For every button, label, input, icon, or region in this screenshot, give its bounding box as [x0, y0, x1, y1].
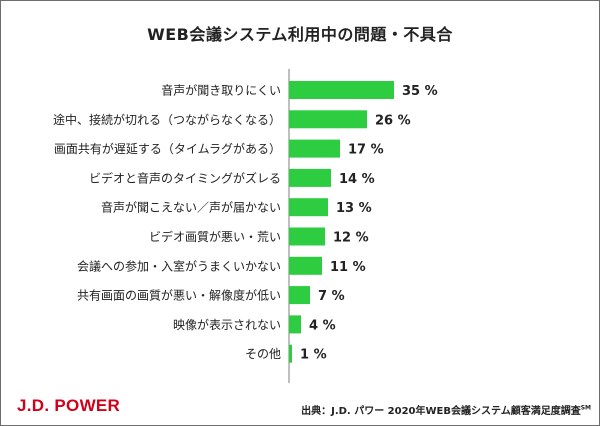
value-label: 26 % — [375, 113, 411, 128]
category-label: 音声が聞き取りにくい — [161, 83, 281, 98]
bar — [289, 344, 292, 363]
category-label: ビデオと音声のタイミングがズレる — [89, 170, 281, 185]
bar — [289, 256, 322, 275]
bar — [289, 168, 331, 187]
service-mark: SM — [580, 404, 591, 412]
bar — [289, 227, 325, 246]
category-label: 共有画面の画質が悪い・解像度が低い — [77, 288, 281, 303]
value-label: 4 % — [309, 318, 336, 333]
category-label: 画面共有が遅延する（タイムラグがある） — [54, 141, 281, 156]
bar — [289, 81, 394, 99]
bar — [289, 315, 301, 334]
category-label: その他 — [245, 347, 281, 361]
bar — [289, 198, 328, 217]
chart-title: WEB会議システム利用中の問題・不具合 — [147, 25, 453, 44]
value-label: 13 % — [336, 201, 372, 216]
category-label: 映像が表示されない — [173, 317, 281, 332]
source-note: 出典：J.D. パワー 2020年WEB会議システム顧客満足度調査SM — [301, 402, 591, 417]
category-label: 会議への参加・入室がうまくいかない — [77, 258, 281, 273]
value-label: 11 % — [330, 260, 366, 275]
value-label: 12 % — [333, 231, 369, 246]
bar — [289, 110, 367, 129]
value-label: 7 % — [318, 289, 345, 304]
value-label: 14 % — [339, 172, 375, 187]
category-label: 途中、接続が切れる（つながらなくなる） — [53, 112, 281, 127]
jd-power-logo: J.D. POWER — [17, 396, 121, 415]
value-label: 17 % — [348, 143, 384, 158]
value-label: 35 % — [402, 84, 438, 99]
value-label: 1 % — [300, 348, 327, 363]
category-label: 音声が聞こえない／声が届かない — [101, 200, 281, 215]
source-text: 出典：J.D. パワー 2020年WEB会議システム顧客満足度調査 — [301, 406, 581, 417]
bar — [289, 286, 310, 305]
bar — [289, 139, 340, 158]
category-label: ビデオ画質が悪い・荒い — [149, 229, 281, 244]
